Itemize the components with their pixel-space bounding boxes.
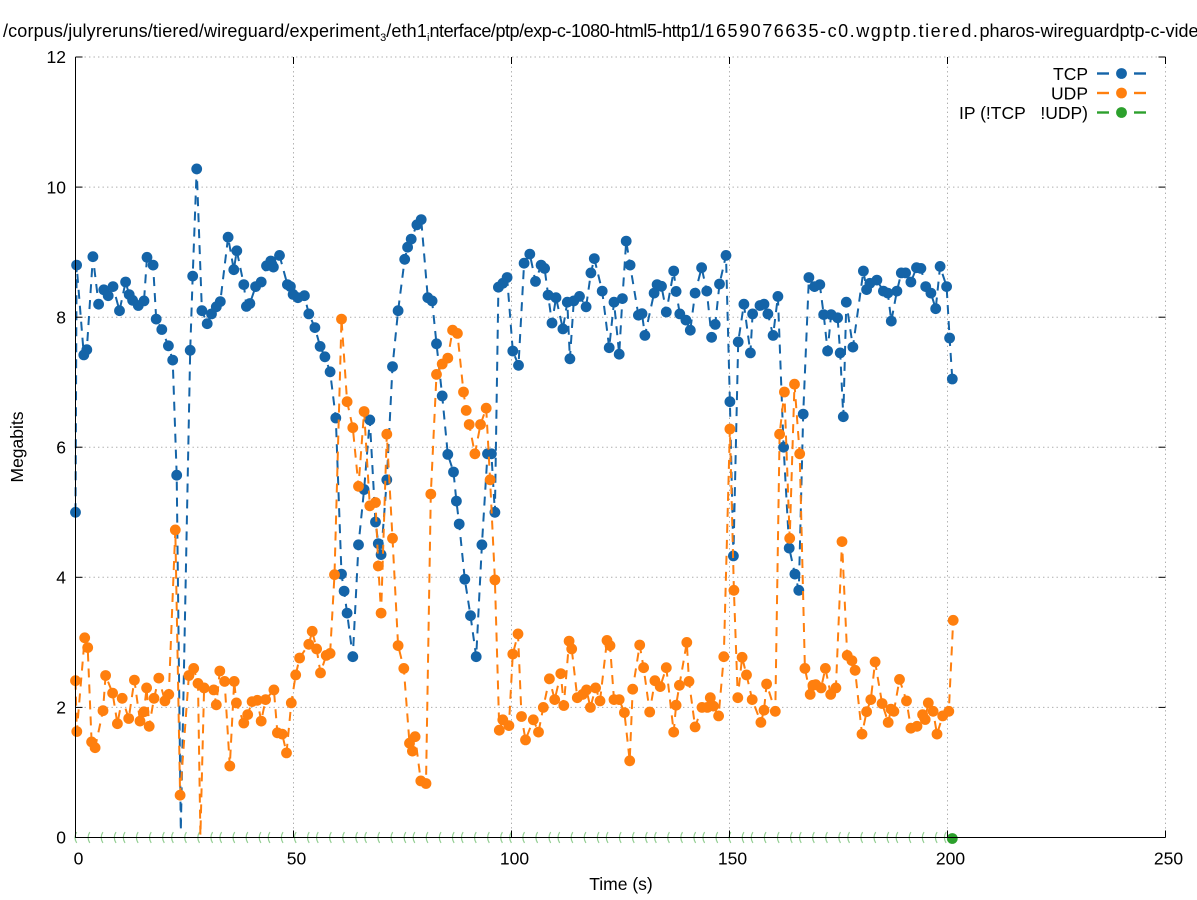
svg-text:TCP: TCP (1053, 64, 1088, 84)
svg-text:4: 4 (56, 568, 66, 588)
svg-text:200: 200 (936, 849, 965, 869)
svg-text:8: 8 (56, 307, 66, 327)
svg-text:150: 150 (718, 849, 747, 869)
svg-text:0: 0 (56, 828, 66, 848)
svg-text:250: 250 (1154, 849, 1183, 869)
svg-text:10: 10 (47, 177, 67, 197)
svg-text:UDP: UDP (1051, 84, 1088, 104)
svg-text:6: 6 (56, 437, 66, 457)
svg-text:0: 0 (74, 849, 84, 869)
svg-text:100: 100 (500, 849, 529, 869)
svg-text:Megabits: Megabits (7, 411, 27, 482)
svg-text:IP (!TCP !UDP): IP (!TCP !UDP) (959, 103, 1088, 123)
svg-text:50: 50 (287, 849, 307, 869)
svg-text:12: 12 (47, 47, 66, 67)
svg-text:2: 2 (56, 698, 66, 718)
svg-text:Time (s): Time (s) (589, 874, 653, 894)
